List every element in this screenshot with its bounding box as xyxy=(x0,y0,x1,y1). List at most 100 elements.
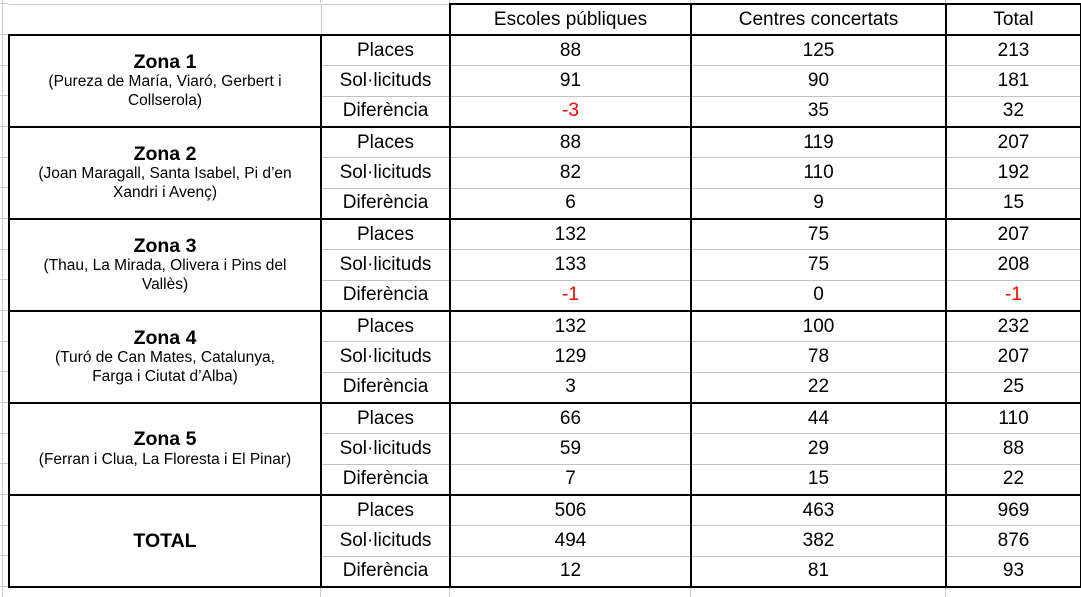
value-cell[interactable]: 22 xyxy=(945,463,1081,495)
value-cell[interactable]: 91 xyxy=(449,65,692,97)
value-cell[interactable]: 110 xyxy=(690,157,947,189)
value-cell[interactable]: 88 xyxy=(449,125,692,158)
row-label-cell[interactable]: Places xyxy=(320,34,451,66)
value-cell[interactable]: 12 xyxy=(449,555,692,588)
value-cell[interactable]: 88 xyxy=(945,433,1081,465)
zone-cell-zona-2[interactable]: Zona 2 (Joan Maragall, Santa Isabel, Pi … xyxy=(8,125,322,220)
value-cell[interactable]: 66 xyxy=(449,401,692,434)
value-cell[interactable]: 181 xyxy=(945,65,1081,97)
row-label-cell[interactable]: Sol·licituds xyxy=(320,525,451,557)
row-label-cell[interactable]: Places xyxy=(320,493,451,526)
sheet-gridline xyxy=(0,187,8,188)
value-cell[interactable]: 119 xyxy=(690,125,947,158)
value-cell[interactable]: -1 xyxy=(449,279,692,311)
zone-title: Zona 4 xyxy=(133,326,197,349)
value-cell[interactable]: 81 xyxy=(690,555,947,588)
value-cell[interactable]: 75 xyxy=(690,249,947,281)
sheet-gridline xyxy=(0,341,8,342)
row-label-cell[interactable]: Sol·licituds xyxy=(320,65,451,97)
zone-cell-zona-3[interactable]: Zona 3 (Thau, La Mirada, Olivera i Pins … xyxy=(8,217,322,312)
value-cell[interactable]: 15 xyxy=(690,463,947,495)
sheet-gridline xyxy=(0,218,8,219)
row-label-cell[interactable]: Diferència xyxy=(320,95,451,127)
zone-cell-zona-5[interactable]: Zona 5 (Ferran i Clua, La Floresta i El … xyxy=(8,401,322,496)
row-label-cell[interactable]: Sol·licituds xyxy=(320,249,451,281)
row-label-cell[interactable]: Places xyxy=(320,401,451,434)
value-cell[interactable]: 9 xyxy=(690,187,947,219)
value-cell[interactable]: 192 xyxy=(945,157,1081,189)
row-label-cell[interactable]: Diferència xyxy=(320,555,451,588)
value-cell[interactable]: 93 xyxy=(945,555,1081,588)
column-header-centres-concertats[interactable]: Centres concertats xyxy=(690,3,947,36)
value-cell[interactable]: 32 xyxy=(945,95,1081,127)
value-cell[interactable]: 213 xyxy=(945,34,1081,66)
value-cell[interactable]: 232 xyxy=(945,309,1081,342)
row-label-cell[interactable]: Diferència xyxy=(320,279,451,311)
value-cell[interactable]: 129 xyxy=(449,341,692,373)
value-cell[interactable]: 15 xyxy=(945,187,1081,219)
row-label-cell[interactable]: Places xyxy=(320,125,451,158)
row-label-cell[interactable]: Diferència xyxy=(320,187,451,219)
value-cell[interactable]: 29 xyxy=(690,433,947,465)
zone-title: Zona 5 xyxy=(133,428,197,451)
value-cell[interactable]: 88 xyxy=(449,34,692,66)
value-cell[interactable]: 22 xyxy=(690,371,947,403)
value-cell[interactable]: 44 xyxy=(690,401,947,434)
table-row: Diferència -3 35 32 xyxy=(9,95,1081,127)
zone-schools: (Joan Maragall, Santa Isabel, Pi d’en Xa… xyxy=(38,165,292,202)
value-cell[interactable]: 494 xyxy=(449,525,692,557)
table-row: TOTAL Places 506 463 969 xyxy=(8,493,1081,588)
row-label-cell[interactable]: Places xyxy=(320,217,451,250)
column-header-escoles-publiques[interactable]: Escoles públiques xyxy=(449,3,692,36)
value-cell[interactable]: 382 xyxy=(690,525,947,557)
table-row: Diferència 6 9 15 xyxy=(9,187,1081,219)
value-cell[interactable]: 207 xyxy=(945,341,1081,373)
value-cell[interactable]: 506 xyxy=(449,493,692,526)
value-cell[interactable]: 100 xyxy=(690,309,947,342)
empty-header-cell[interactable] xyxy=(321,3,450,35)
row-label-cell[interactable]: Sol·licituds xyxy=(320,433,451,465)
sheet-gridline xyxy=(0,249,8,250)
value-cell[interactable]: 0 xyxy=(690,279,947,311)
value-cell[interactable]: 208 xyxy=(945,249,1081,281)
column-header-total[interactable]: Total xyxy=(945,3,1081,36)
value-cell[interactable]: 78 xyxy=(690,341,947,373)
value-cell[interactable]: 132 xyxy=(449,217,692,250)
value-cell[interactable]: -3 xyxy=(449,95,692,127)
value-cell[interactable]: 969 xyxy=(945,493,1081,526)
row-label-cell[interactable]: Diferència xyxy=(320,463,451,495)
zone-title: Zona 1 xyxy=(133,50,197,73)
zone-schools: (Pureza de María, Viaró, Gerbert i Colls… xyxy=(48,73,282,110)
row-label-cell[interactable]: Sol·licituds xyxy=(320,157,451,189)
zone-cell-zona-1[interactable]: Zona 1 (Pureza de María, Viaró, Gerbert … xyxy=(8,34,322,128)
value-cell[interactable]: 25 xyxy=(945,371,1081,403)
value-cell[interactable]: 207 xyxy=(945,125,1081,158)
value-cell[interactable]: 133 xyxy=(449,249,692,281)
value-cell[interactable]: 876 xyxy=(945,525,1081,557)
value-cell[interactable]: 463 xyxy=(690,493,947,526)
value-cell[interactable]: 110 xyxy=(945,401,1081,434)
value-cell[interactable]: 6 xyxy=(449,187,692,219)
value-cell[interactable]: -1 xyxy=(945,279,1081,311)
value-cell[interactable]: 7 xyxy=(449,463,692,495)
row-label-cell[interactable]: Diferència xyxy=(320,371,451,403)
table-row: Diferència 3 22 25 xyxy=(9,371,1081,403)
value-cell[interactable]: 125 xyxy=(690,34,947,66)
sheet-gridline xyxy=(0,65,8,66)
sheet-gridline xyxy=(2,0,3,597)
row-label-cell[interactable]: Sol·licituds xyxy=(320,341,451,373)
value-cell[interactable]: 82 xyxy=(449,157,692,189)
zone-schools: (Thau, La Mirada, Olivera i Pins del Val… xyxy=(43,257,287,294)
value-cell[interactable]: 90 xyxy=(690,65,947,97)
row-label-cell[interactable]: Places xyxy=(320,309,451,342)
value-cell[interactable]: 3 xyxy=(449,371,692,403)
value-cell[interactable]: 132 xyxy=(449,309,692,342)
zone-cell-zona-4[interactable]: Zona 4 (Turó de Can Mates, Catalunya, Fa… xyxy=(8,309,322,404)
value-cell[interactable]: 207 xyxy=(945,217,1081,250)
table-row: Zona 4 (Turó de Can Mates, Catalunya, Fa… xyxy=(8,309,1081,404)
value-cell[interactable]: 35 xyxy=(690,95,947,127)
value-cell[interactable]: 59 xyxy=(449,433,692,465)
zone-cell-total[interactable]: TOTAL xyxy=(8,493,322,588)
empty-header-cell[interactable] xyxy=(9,3,322,35)
value-cell[interactable]: 75 xyxy=(690,217,947,250)
